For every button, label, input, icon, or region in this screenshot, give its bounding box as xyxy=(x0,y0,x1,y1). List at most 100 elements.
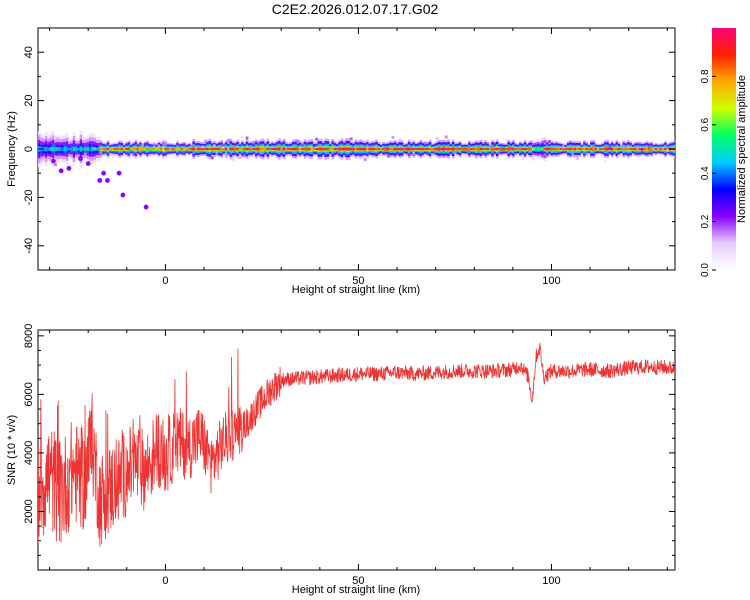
spectral-cell xyxy=(486,147,490,151)
spectral-cell xyxy=(241,135,244,139)
spectrogram-y-tick-label: 40 xyxy=(23,46,35,58)
spectral-cell xyxy=(88,146,92,152)
colorbar-tick-label: 0.0 xyxy=(700,263,711,277)
spectral-cell xyxy=(210,147,214,151)
spectral-cell xyxy=(68,147,71,151)
spectral-cell xyxy=(129,148,133,150)
colorbar-ticks: 0.0 0.2 0.4 0.6 0.8 xyxy=(700,69,716,277)
spectral-cell xyxy=(329,148,332,150)
spectral-cell xyxy=(99,147,103,151)
spectral-cell xyxy=(622,147,626,151)
spectral-cell xyxy=(599,148,603,150)
spectral-cell xyxy=(197,147,200,151)
spectral-cell xyxy=(301,141,305,145)
spectral-cell xyxy=(435,147,439,151)
spectral-scatter-point xyxy=(66,165,72,171)
spectral-cell xyxy=(63,147,67,151)
spectral-cell xyxy=(585,147,589,151)
spectral-cell xyxy=(525,148,529,150)
spectral-cell xyxy=(317,147,321,151)
spectral-cell xyxy=(215,148,219,150)
spectral-cell xyxy=(192,147,196,151)
spectral-cell xyxy=(238,156,242,160)
spectral-cell xyxy=(104,148,108,150)
spectral-cell xyxy=(491,147,494,151)
spectral-cell xyxy=(373,147,376,151)
spectral-scatter-point xyxy=(120,192,126,198)
spectral-cell xyxy=(456,148,460,150)
spectral-cell xyxy=(305,147,309,151)
spectral-cell xyxy=(412,151,416,155)
spectral-cell xyxy=(451,147,455,151)
spectrogram-panel: 0 50 100 -40 -20 0 20 40 Height of straight lin… xyxy=(6,27,676,296)
spectral-cell xyxy=(190,148,193,150)
spectral-scatter-point xyxy=(85,161,91,166)
spectral-scatter-point xyxy=(97,178,103,183)
spectral-cell xyxy=(606,147,609,151)
spectral-cell xyxy=(252,148,256,150)
spectral-cell xyxy=(199,148,203,150)
spectral-cell xyxy=(481,148,485,150)
spectral-cell xyxy=(380,148,383,150)
spectral-cell xyxy=(54,147,57,151)
spectral-cell xyxy=(56,147,60,151)
spectral-cell xyxy=(222,148,226,150)
spectral-cell xyxy=(264,147,267,151)
spectral-cell xyxy=(597,148,600,150)
spectral-cell xyxy=(352,148,355,150)
colorbar-gradient xyxy=(712,28,736,270)
spectral-cell xyxy=(336,151,339,155)
spectral-cell xyxy=(666,149,670,153)
spectral-cell xyxy=(603,147,607,151)
spectral-cell xyxy=(431,153,434,157)
spectral-cell xyxy=(405,148,409,150)
spectral-cell xyxy=(273,148,277,150)
spectral-cell xyxy=(238,148,242,150)
spectral-cell xyxy=(435,136,439,140)
spectral-cell xyxy=(488,143,492,147)
spectral-cell xyxy=(580,148,584,150)
spectral-cell xyxy=(440,147,443,151)
snr-x-tick-label: 0 xyxy=(162,575,168,587)
spectral-cell xyxy=(115,148,119,150)
spectral-cell xyxy=(229,147,233,151)
spectral-cell xyxy=(636,147,640,151)
spectral-cell xyxy=(571,147,575,151)
spectral-scatter-point xyxy=(78,156,83,162)
spectral-cell xyxy=(236,147,240,151)
spectral-cell xyxy=(433,149,437,153)
spectral-cell xyxy=(315,148,318,150)
spectral-cell xyxy=(521,148,525,150)
spectral-cell xyxy=(294,147,298,151)
spectral-cell xyxy=(250,147,254,151)
spectral-cell xyxy=(361,147,365,151)
spectral-cell xyxy=(505,148,508,150)
spectral-cell xyxy=(410,148,413,150)
spectral-cell xyxy=(204,148,207,150)
spectral-cell xyxy=(79,146,83,152)
snr-x-tick-label: 100 xyxy=(542,575,560,587)
spectral-cell xyxy=(377,148,381,150)
spectral-cell xyxy=(498,148,501,150)
spectral-cell xyxy=(345,147,349,151)
spectral-cell xyxy=(326,147,330,151)
spectrogram-x-tick-label: 0 xyxy=(162,275,168,287)
spectral-cell xyxy=(84,152,88,156)
spectral-cell xyxy=(257,141,260,145)
spectral-cell xyxy=(382,148,386,150)
spectral-cell xyxy=(109,148,112,150)
spectral-cell xyxy=(573,147,577,151)
spectral-cell xyxy=(340,147,344,151)
spectral-cell xyxy=(338,147,342,151)
spectral-cell xyxy=(608,146,612,150)
spectral-cell xyxy=(523,147,527,151)
spectral-cell xyxy=(146,147,149,151)
spectral-cell xyxy=(363,147,367,151)
spectral-cell xyxy=(155,148,159,150)
spectral-cell xyxy=(134,147,138,151)
spectral-cell xyxy=(571,152,575,156)
spectral-cell xyxy=(539,147,542,151)
spectral-cell xyxy=(292,147,295,151)
spectral-cell xyxy=(252,140,256,144)
spectral-cell xyxy=(375,147,379,151)
